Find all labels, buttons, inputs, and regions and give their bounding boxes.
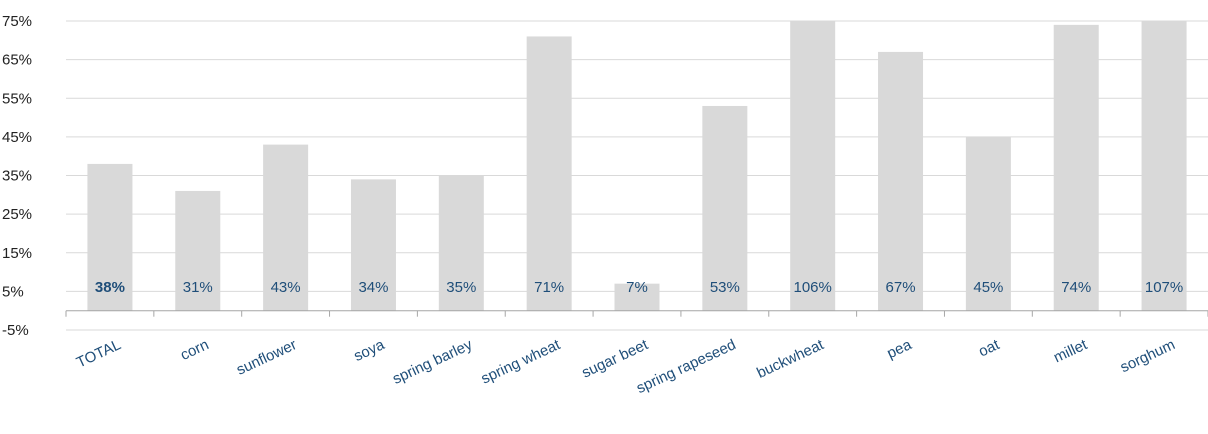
bar [175,190,221,311]
category-label: pea [884,336,914,362]
data-label: 43% [271,279,301,296]
data-label: 107% [1145,279,1183,296]
data-labels: 38% 31% 43% 34% 35% 71% 7% 53% 106% 67% 45% 74% 107% [95,279,1183,296]
data-label: 74% [1061,279,1091,296]
data-label: 38% [95,279,125,296]
y-tick-label: 75% [2,13,32,30]
y-tick-label: 35% [2,168,32,185]
bar [350,179,396,311]
data-label: 7% [626,279,648,296]
category-label: spring rapeseed [634,336,739,397]
bar [526,36,572,311]
data-label: 35% [446,279,476,296]
category-label: soya [351,336,387,365]
bars [87,21,1187,311]
data-label: 67% [886,279,916,296]
category-label: millet [1051,336,1091,367]
data-label: 106% [794,279,832,296]
x-axis [65,310,1208,317]
bar [87,163,133,311]
bar [1141,21,1187,311]
category-label: sugar beet [579,336,651,382]
data-label: 53% [710,279,740,296]
grid-lines [66,20,1208,331]
category-label: oat [976,336,1003,361]
y-tick-label: -5% [2,322,29,339]
y-tick-label: 15% [2,245,32,262]
bar [878,51,924,311]
category-label: corn [178,336,212,364]
category-labels: TOTAL corn sunflower soya spring barley sprin… [74,336,1178,397]
y-tick-label: 5% [2,283,24,300]
bar [790,21,836,311]
category-label: sunflower [234,336,299,379]
data-label: 34% [358,279,388,296]
category-label: spring wheat [479,336,564,388]
y-tick-labels: -5% 5% 15% 25% 35% 45% 55% 65% 75% [2,13,32,339]
data-label: 45% [973,279,1003,296]
bar [965,136,1011,311]
y-tick-label: 25% [2,206,32,223]
y-tick-label: 55% [2,90,32,107]
category-label: buckwheat [754,336,827,382]
bar [702,105,748,311]
category-label: TOTAL [74,336,124,371]
bar [438,175,484,311]
data-label: 31% [183,279,213,296]
y-tick-label: 45% [2,129,32,146]
category-label: spring barley [390,336,475,388]
bar [614,283,660,311]
bar [263,144,309,311]
data-label: 71% [534,279,564,296]
category-label: sorghum [1118,336,1178,376]
bar [1053,24,1099,311]
y-tick-label: 65% [2,52,32,69]
